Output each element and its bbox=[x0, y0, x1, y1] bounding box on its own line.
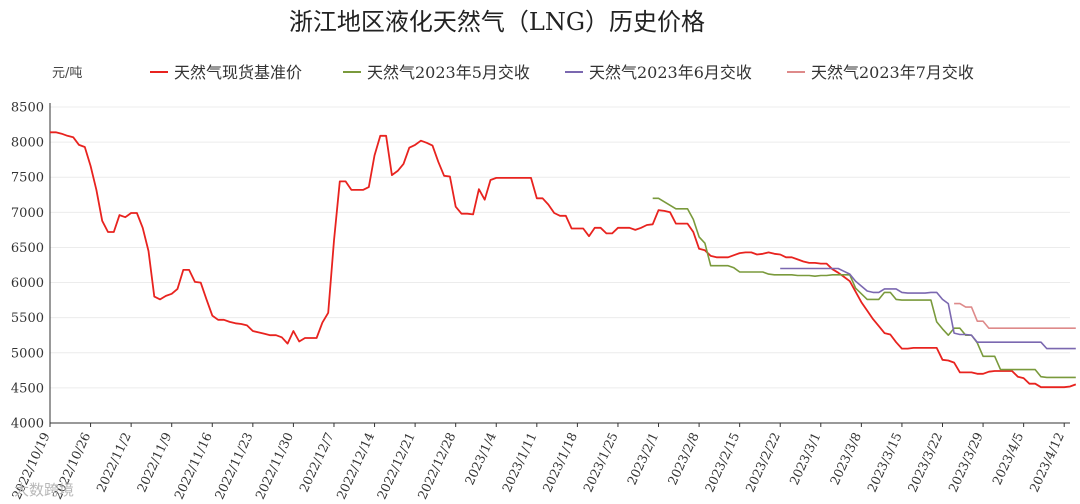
x-tick-label: 2023/2/22 bbox=[742, 430, 783, 494]
x-tick-label: 2023/3/1 bbox=[786, 430, 823, 487]
y-tick-label: 7500 bbox=[11, 171, 44, 186]
x-tick-label: 2022/12/14 bbox=[333, 430, 377, 502]
y-tick-label: 5500 bbox=[11, 311, 44, 326]
x-tick-label: 2022/12/28 bbox=[414, 430, 458, 502]
axes bbox=[49, 103, 1070, 424]
series-line-4 bbox=[954, 302, 1076, 329]
x-tick-label: 2022/11/30 bbox=[252, 430, 296, 502]
legend-label-1: 天然气现货基准价 bbox=[174, 63, 302, 82]
x-tick-label: 2023/3/15 bbox=[864, 430, 905, 494]
x-tick-label: 2023/2/1 bbox=[624, 430, 661, 487]
x-tick-label: 2023/1/4 bbox=[462, 430, 499, 487]
x-tick-label: 2023/4/12 bbox=[1026, 430, 1067, 494]
y-tick-label: 8500 bbox=[11, 101, 44, 116]
x-tick-label: 2022/12/7 bbox=[296, 430, 337, 494]
series-line-1 bbox=[50, 131, 1077, 389]
series-lines bbox=[50, 131, 1077, 389]
x-tick-label: 2022/11/16 bbox=[171, 430, 215, 502]
x-tick-label: 2022/11/2 bbox=[93, 430, 134, 494]
x-tick-label: 2023/1/11 bbox=[499, 430, 540, 494]
x-tick-label: 2023/3/8 bbox=[827, 430, 864, 487]
y-tick-label: 5000 bbox=[11, 346, 44, 361]
watermark-text: 大数跨境 bbox=[14, 481, 74, 499]
x-tick-label: 2023/3/22 bbox=[905, 430, 946, 494]
y-tick-label: 7000 bbox=[11, 206, 44, 221]
x-tick-label: 2022/12/21 bbox=[374, 430, 418, 502]
y-tick-label: 8000 bbox=[11, 136, 44, 151]
y-tick-label: 6000 bbox=[11, 276, 44, 291]
series-line-3 bbox=[780, 267, 1076, 350]
x-tick-label: 2022/11/23 bbox=[212, 430, 256, 502]
x-tick-label: 2023/2/15 bbox=[702, 430, 743, 494]
legend: 天然气现货基准价 天然气2023年5月交收 天然气2023年6月交收 天然气2023年… bbox=[150, 63, 974, 82]
x-tick-label: 2023/4/5 bbox=[989, 430, 1026, 487]
legend-label-2: 天然气2023年5月交收 bbox=[367, 63, 530, 82]
x-tick-label: 2023/1/25 bbox=[580, 430, 621, 494]
x-tick-label: 2023/3/29 bbox=[945, 430, 986, 494]
y-tick-label: 6500 bbox=[11, 241, 44, 256]
grid-lines bbox=[50, 106, 1070, 424]
legend-label-3: 天然气2023年6月交收 bbox=[589, 63, 752, 82]
y-axis-ticks: 4000 4500 5000 5500 6000 6500 7000 7500 8000 8500 bbox=[11, 101, 44, 432]
x-tick-label: 2023/1/18 bbox=[539, 430, 580, 494]
series-line-2 bbox=[652, 197, 1076, 379]
y-unit-label: 元/吨 bbox=[52, 66, 82, 81]
y-tick-label: 4000 bbox=[11, 417, 44, 432]
legend-label-4: 天然气2023年7月交收 bbox=[811, 63, 974, 82]
y-tick-label: 4500 bbox=[11, 381, 44, 396]
chart-title: 浙江地区液化天然气（LNG）历史价格 bbox=[289, 8, 705, 36]
x-tick-label: 2023/2/8 bbox=[664, 430, 701, 487]
x-tick-label: 2022/11/9 bbox=[134, 430, 175, 494]
